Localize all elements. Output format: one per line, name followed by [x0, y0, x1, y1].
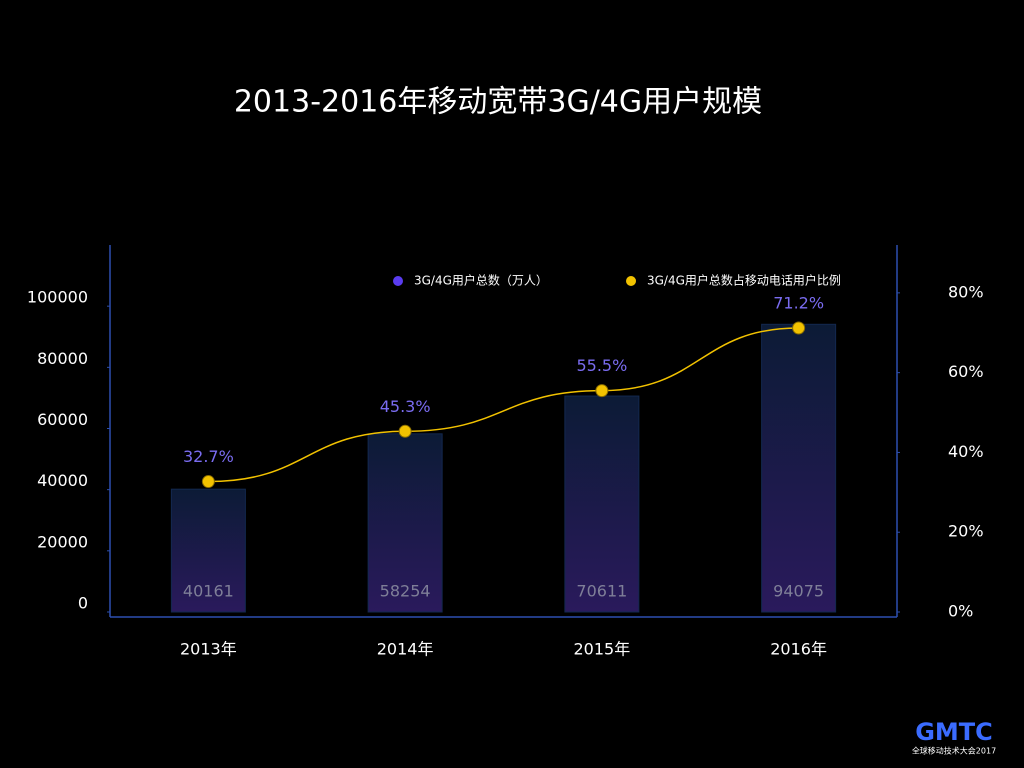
y2-tick-label: 80% — [948, 282, 984, 301]
x-tick-label: 2013年 — [180, 640, 237, 659]
logo-name: GMTC — [915, 718, 993, 746]
bar-value-label: 58254 — [380, 582, 431, 601]
y-tick-label: 40000 — [37, 471, 88, 490]
y2-tick-label: 20% — [948, 522, 984, 541]
bar-value-label: 70611 — [576, 582, 627, 601]
line-point — [792, 321, 806, 335]
chart-title: 2013-2016年移动宽带3G/4G用户规模 — [234, 85, 762, 120]
legend-marker — [626, 276, 636, 286]
y2-tick-label: 40% — [948, 442, 984, 461]
bar — [761, 323, 837, 613]
x-tick-label: 2014年 — [377, 640, 434, 659]
y2-tick-label: 0% — [948, 602, 973, 621]
point-value-label: 71.2% — [773, 293, 824, 312]
line-point — [398, 424, 412, 438]
point-value-label: 45.3% — [380, 397, 431, 416]
bar — [170, 488, 246, 613]
bar — [367, 433, 443, 613]
line — [208, 327, 799, 483]
legend-marker — [393, 276, 403, 286]
point-value-label: 55.5% — [576, 356, 627, 375]
x-tick-label: 2016年 — [770, 640, 827, 659]
bar-value-label: 40161 — [183, 582, 234, 601]
y-tick-label: 80000 — [37, 349, 88, 368]
legend-label: 3G/4G用户总数占移动电话用户比例 — [647, 273, 841, 288]
line-point — [201, 475, 215, 489]
logo-subtitle: 全球移动技术大会2017 — [912, 746, 996, 756]
y-tick-label: 60000 — [37, 410, 88, 429]
bar-value-label: 94075 — [773, 582, 824, 601]
legend-label: 3G/4G用户总数（万人） — [414, 273, 548, 288]
point-value-label: 32.7% — [183, 447, 234, 466]
line-point — [595, 384, 609, 398]
y2-tick-label: 60% — [948, 362, 984, 381]
x-tick-label: 2015年 — [574, 640, 631, 659]
y-tick-label: 0 — [78, 594, 88, 613]
y-tick-label: 100000 — [27, 288, 88, 307]
y-tick-label: 20000 — [37, 532, 88, 551]
bar — [564, 395, 640, 613]
